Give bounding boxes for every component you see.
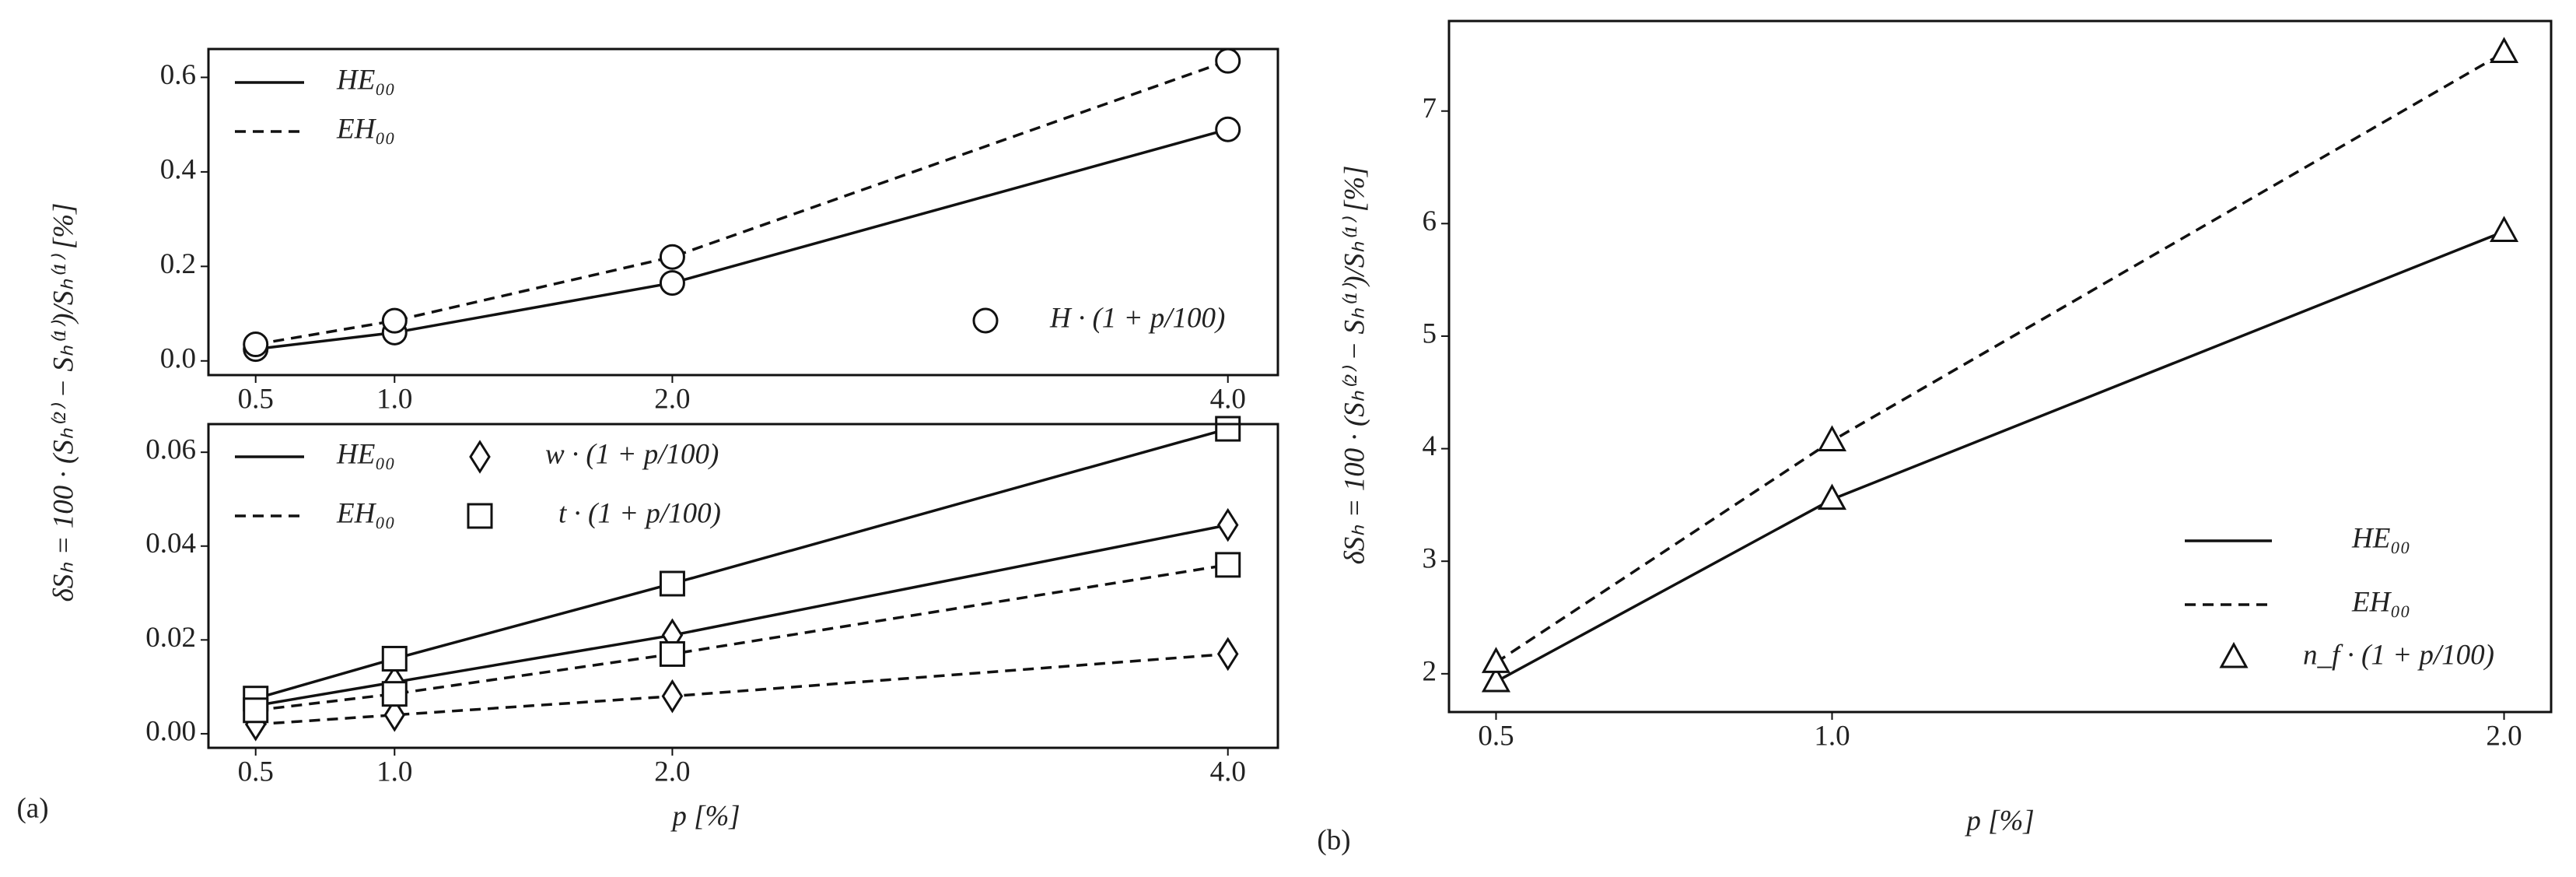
x-tick-label: 0.5 [1478, 720, 1514, 752]
series-line [255, 523, 1229, 707]
data-point [659, 270, 685, 296]
y-tick-label: 3 [1423, 543, 1437, 575]
x-tick-label: 1.0 [376, 383, 412, 415]
y-tick-label: 4 [1423, 430, 1437, 462]
data-point [659, 640, 685, 667]
data-point [2489, 216, 2519, 242]
data-point [1215, 416, 1241, 442]
x-tick-label: 2.0 [654, 756, 690, 788]
x-tick-label: 1.0 [1814, 720, 1850, 752]
data-point [1216, 637, 1239, 672]
legend-label: HE₀₀ [336, 438, 395, 470]
data-point [661, 679, 684, 714]
series-line [255, 128, 1229, 351]
panel-label: (b) [1317, 824, 1350, 856]
y-tick-label: 5 [1423, 317, 1437, 349]
x-tick-label: 2.0 [2486, 720, 2522, 752]
legend-label: EH₀₀ [2351, 586, 2410, 618]
x-axis-label: p [%] [670, 800, 740, 832]
data-point [1481, 665, 1511, 693]
x-tick-label: 0.5 [238, 383, 274, 415]
data-point [2489, 37, 2519, 63]
data-point [1216, 507, 1239, 542]
legend-marker [467, 503, 493, 529]
y-tick-label: 0.2 [160, 248, 196, 280]
data-point [383, 697, 406, 732]
data-point [243, 332, 269, 358]
data-point [1817, 483, 1847, 510]
y-tick-label: 2 [1423, 655, 1437, 687]
legend-label: n_f · (1 + p/100) [2303, 639, 2494, 671]
data-point [381, 645, 408, 672]
x-tick-label: 1.0 [376, 756, 412, 788]
series-line [255, 652, 1228, 726]
data-point [659, 570, 685, 597]
legend-marker [469, 440, 491, 474]
legend-marker [972, 307, 999, 334]
plot-frame [1447, 19, 2553, 714]
data-point [1215, 47, 1241, 74]
legend-label: t · (1 + p/100) [558, 497, 721, 529]
panel-label: (a) [16, 792, 48, 824]
plot-frame [207, 47, 1279, 377]
series-line [255, 59, 1229, 346]
data-point [1481, 647, 1511, 673]
x-tick-label: 2.0 [654, 383, 690, 415]
legend-label: H · (1 + p/100) [1049, 302, 1225, 334]
data-point [1215, 116, 1241, 142]
series-line [1495, 51, 2505, 664]
y-axis-label: δSₕ = 100 · (Sₕ⁽²⁾ − Sₕ⁽¹⁾)/Sₕ⁽¹⁾ [%] [47, 203, 79, 602]
x-tick-label: 4.0 [1210, 383, 1246, 415]
y-tick-label: 0.02 [145, 622, 196, 654]
y-tick-label: 7 [1423, 93, 1437, 125]
x-tick-label: 0.5 [238, 756, 274, 788]
y-tick-label: 0.6 [160, 59, 196, 91]
x-axis-label: p [%] [1964, 805, 2034, 837]
legend-marker [2219, 641, 2249, 668]
data-point [381, 307, 408, 334]
y-axis-label: δSₕ = 100 · (Sₕ⁽²⁾ − Sₕ⁽¹⁾)/Sₕ⁽¹⁾ [%] [1339, 166, 1370, 565]
plot-frame [207, 423, 1279, 749]
legend-label: EH₀₀ [336, 113, 395, 145]
y-tick-label: 0.06 [145, 434, 196, 466]
series-line [255, 563, 1228, 712]
data-point [381, 681, 408, 707]
data-point [1817, 425, 1847, 451]
x-tick-label: 4.0 [1210, 756, 1246, 788]
series-line [255, 427, 1229, 700]
y-tick-label: 0.4 [160, 153, 196, 185]
y-tick-label: 0.0 [160, 342, 196, 374]
y-tick-label: 0.04 [145, 528, 196, 560]
y-tick-label: 0.00 [145, 715, 196, 747]
y-tick-label: 6 [1423, 205, 1437, 237]
legend-label: w · (1 + p/100) [545, 438, 719, 470]
data-point [659, 244, 685, 270]
data-point [1215, 552, 1241, 578]
legend-label: EH₀₀ [336, 497, 395, 529]
data-point [243, 697, 269, 724]
legend-label: HE₀₀ [336, 64, 395, 96]
legend-label: HE₀₀ [2351, 522, 2410, 554]
